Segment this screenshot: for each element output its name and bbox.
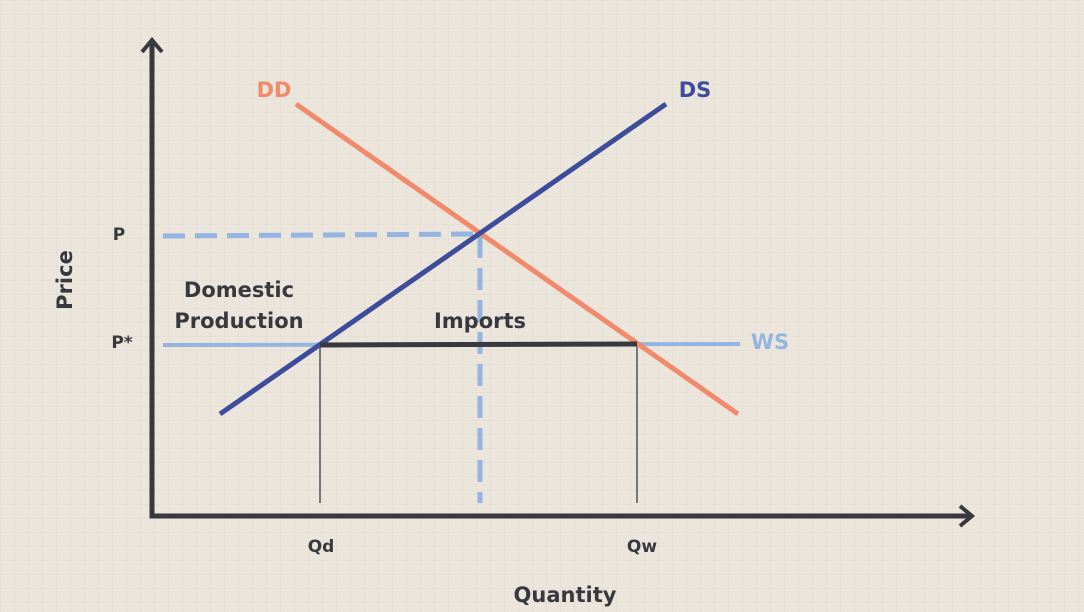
x-axis-label: Quantity bbox=[514, 583, 617, 607]
x-arrow bbox=[958, 504, 976, 528]
axes bbox=[149, 40, 972, 519]
qd-label: Qd bbox=[308, 537, 335, 557]
y-arrow bbox=[140, 36, 164, 54]
p-label: P bbox=[113, 225, 125, 245]
imports-segment bbox=[319, 341, 638, 348]
y-axis-label: Price bbox=[53, 250, 77, 310]
supply-label: DS bbox=[679, 78, 712, 102]
region-label: Imports bbox=[434, 309, 526, 333]
region-label: Production bbox=[174, 309, 303, 333]
qw-label: Qw bbox=[627, 537, 657, 557]
supply-line bbox=[218, 101, 668, 417]
p-guide bbox=[162, 231, 481, 239]
demand-label: DD bbox=[257, 78, 292, 102]
demand-line bbox=[294, 101, 740, 417]
p-star-label: P* bbox=[111, 333, 132, 353]
region-label: Domestic bbox=[184, 278, 294, 302]
world-supply-label: WS bbox=[751, 330, 789, 354]
